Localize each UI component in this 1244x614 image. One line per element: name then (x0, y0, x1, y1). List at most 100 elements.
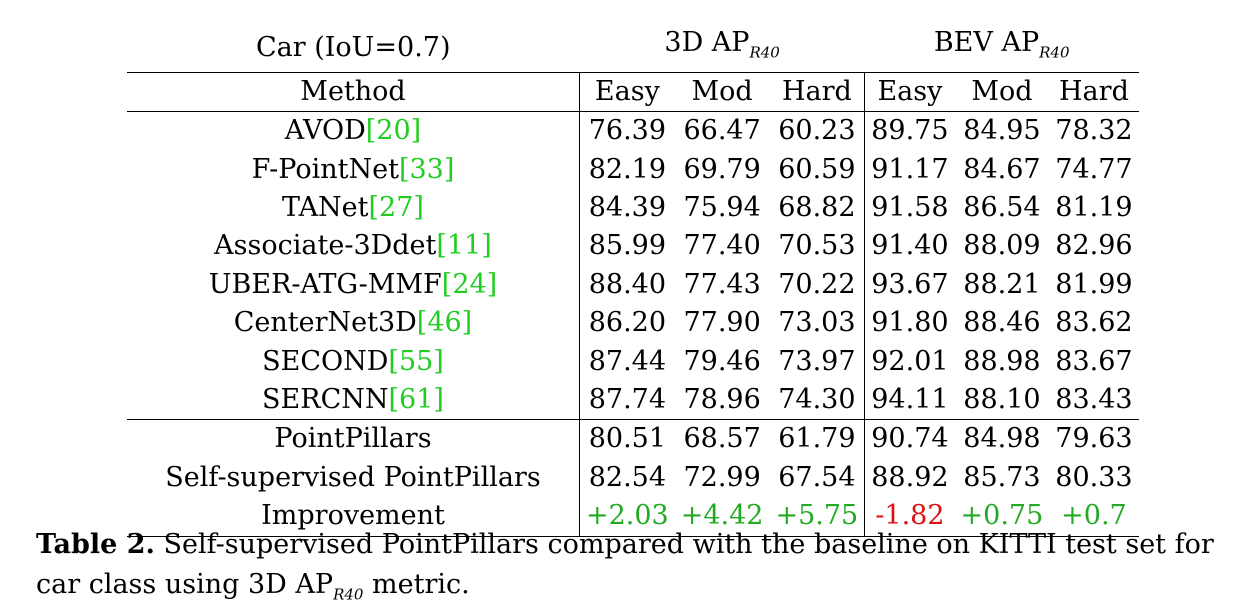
caption-text: Self-supervised PointPillars compared wi… (36, 529, 1214, 600)
value-cell: 84.67 (963, 153, 1041, 185)
table-row: CenterNet3D[46] 86.20 77.90 73.03 91.80 88.46… (127, 304, 1139, 343)
value-cell: 83.67 (1055, 345, 1133, 377)
method-name: F-PointNet[33] (127, 151, 580, 189)
citation-link[interactable]: [27] (368, 192, 424, 224)
value-cell: 82.54 (578, 458, 675, 498)
table-row: AVOD[20] 76.39 66.47 60.23 89.75 84.95 78.32 (127, 111, 1139, 151)
value-cell: 88.98 (963, 345, 1041, 377)
method-label: SECOND (262, 345, 389, 377)
value-cell: 93.67 (864, 265, 955, 305)
group-label: Car (IoU=0.7) (127, 24, 580, 73)
value-cell: +0.7 (1049, 497, 1139, 537)
value-cell: 80.33 (1055, 461, 1133, 493)
table-row: SECOND[55] 87.44 79.46 73.97 92.01 88.98 83.67 (127, 342, 1139, 382)
caption-end: metric. (363, 569, 470, 600)
value-cell: 78.32 (1055, 115, 1133, 147)
value-cell: +2.03 (578, 497, 675, 537)
value-cell: -1.82 (864, 497, 955, 537)
value-cell: 73.97 (778, 345, 856, 377)
value-cell: 76.39 (578, 111, 675, 151)
citation-link[interactable]: [11] (436, 230, 492, 262)
value-cell: 74.77 (1055, 153, 1133, 185)
value-cell: 61.79 (769, 419, 865, 459)
citation-link[interactable]: [20] (365, 115, 422, 147)
method-name: SECOND[55] (127, 343, 580, 381)
header-row-group: Car (IoU=0.7) 3D APR40 BEV APR40 (127, 24, 1139, 73)
method-name: Improvement (127, 497, 580, 537)
value-cell: 83.43 (1055, 384, 1133, 416)
citation-link[interactable]: [24] (441, 268, 498, 300)
value-cell: 79.63 (1049, 419, 1139, 459)
value-cell: 87.44 (578, 342, 675, 382)
value-cell: 88.46 (963, 307, 1041, 339)
header-row-columns: Method Easy Mod Hard Easy Mod Hard (127, 72, 1139, 113)
method-name: Self-supervised PointPillars (165, 461, 541, 493)
bev-header: BEV APR40 (864, 24, 1139, 73)
value-cell: 84.95 (963, 115, 1041, 147)
citation-link[interactable]: [55] (388, 345, 444, 377)
table-row: Associate-3Ddet[11] 85.99 77.40 70.53 91.40 8… (127, 227, 1139, 266)
value-cell: 88.21 (963, 268, 1041, 300)
caption-subscript: R40 (333, 585, 364, 604)
ours-row: Self-supervised PointPillars 82.54 72.99… (127, 458, 1139, 498)
method-label: UBER-ATG-MMF (208, 268, 442, 300)
method-label: Associate-3Ddet (214, 230, 437, 262)
value-cell: 73.03 (778, 307, 856, 339)
value-cell: 67.54 (778, 461, 856, 493)
value-cell: 81.19 (1055, 192, 1133, 224)
value-cell: 86.20 (578, 304, 675, 343)
col-header: Mod (674, 72, 770, 113)
method-label: SERCNN (262, 384, 389, 416)
value-cell: 75.94 (683, 192, 761, 224)
baseline-row: PointPillars 80.51 68.57 61.79 90.74 84.… (127, 419, 1139, 459)
value-cell: 78.96 (683, 384, 761, 416)
method-label: CenterNet3D (233, 307, 417, 339)
col-header: Easy (578, 72, 675, 113)
value-cell: 91.58 (864, 189, 955, 228)
value-cell: 91.17 (864, 150, 955, 190)
citation-link[interactable]: [61] (388, 384, 444, 416)
value-cell: 84.39 (578, 189, 675, 228)
col-header: Hard (1049, 72, 1139, 113)
method-name: UBER-ATG-MMF[24] (127, 266, 580, 304)
value-cell: 79.46 (683, 345, 761, 377)
citation-link[interactable]: [46] (416, 307, 473, 339)
ap3d-header: 3D APR40 (579, 24, 865, 73)
value-cell: 77.43 (683, 268, 761, 300)
value-cell: 77.40 (683, 230, 761, 262)
value-cell: 60.59 (778, 153, 856, 185)
method-name: TANet[27] (127, 189, 580, 227)
value-cell: 82.19 (578, 150, 675, 190)
method-name: SERCNN[61] (127, 381, 580, 420)
citation-link[interactable]: [33] (398, 153, 455, 185)
table-row: F-PointNet[33] 82.19 69.79 60.59 91.17 84.67 7… (127, 150, 1139, 190)
value-cell: 89.75 (864, 111, 955, 151)
value-cell: 88.92 (864, 458, 955, 498)
table-row: UBER-ATG-MMF[24] 88.40 77.43 70.22 93.67 88.2… (127, 265, 1139, 305)
value-cell: 91.80 (864, 304, 955, 343)
value-cell: 77.90 (683, 307, 761, 339)
value-cell: 70.53 (778, 230, 856, 262)
value-cell: 91.40 (864, 227, 955, 266)
value-cell: 88.40 (578, 265, 675, 305)
value-cell: 82.96 (1055, 230, 1133, 262)
value-cell: 85.99 (578, 227, 675, 266)
improvement-row: Improvement +2.03 +4.42 +5.75 -1.82 +0.7… (127, 497, 1139, 537)
value-cell: 88.09 (963, 230, 1041, 262)
value-cell: 60.23 (778, 115, 856, 147)
results-table: Car (IoU=0.7) 3D APR40 BEV APR40 Method … (127, 24, 1139, 537)
method-label: AVOD (284, 115, 366, 147)
value-cell: +5.75 (769, 497, 865, 537)
method-name: Associate-3Ddet[11] (127, 227, 580, 265)
value-cell: 88.10 (963, 384, 1041, 416)
value-cell: 66.47 (683, 115, 761, 147)
value-cell: 70.22 (778, 268, 856, 300)
value-cell: 68.82 (778, 192, 856, 224)
value-cell: 85.73 (963, 461, 1041, 493)
method-label: F-PointNet (251, 153, 399, 185)
col-header: Mod (954, 72, 1050, 113)
table-row: SERCNN[61] 87.74 78.96 74.30 94.11 88.10 83.43 (127, 381, 1139, 420)
value-cell: 94.11 (864, 381, 955, 420)
table-row: TANet[27] 84.39 75.94 68.82 91.58 86.54 81.19 (127, 189, 1139, 228)
value-cell: 68.57 (674, 419, 770, 459)
